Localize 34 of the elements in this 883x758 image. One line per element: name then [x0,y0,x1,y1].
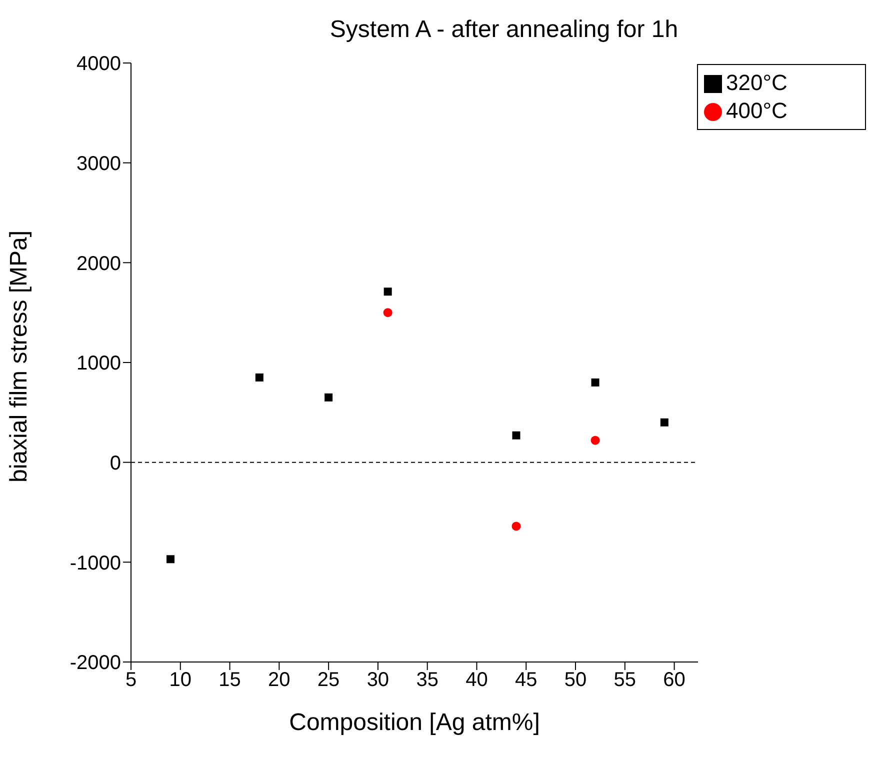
point [255,373,264,382]
x-tick-label: 15 [218,669,241,692]
x-tick-label: 55 [614,669,636,692]
y-tick-label: 1000 [76,352,121,375]
legend-label: 400°C [726,98,788,123]
x-tick-label: 30 [366,669,390,692]
x-tick-label: 10 [169,669,192,692]
x-tick-label: 45 [514,669,538,692]
legend-label: 320°C [726,70,788,95]
point [384,288,392,296]
point [166,555,175,564]
y-tick-label: 4000 [76,53,121,76]
x-tick-label: 60 [663,669,686,692]
x-tick-label: 25 [317,669,340,692]
x-tick-label: 35 [416,669,438,692]
point [324,393,333,402]
y-tick-label: -1000 [70,552,121,574]
y-tick-label: -2000 [70,652,121,674]
x-tick-label: 5 [125,669,137,692]
x-tick-label: 50 [564,669,587,692]
y-tick-label: 0 [110,452,121,474]
x-tick-label: 40 [466,669,488,692]
x-axis-title: Composition [Ag atm%] [289,709,540,736]
point [512,431,520,440]
x-tick-label: 20 [268,669,290,692]
point [512,522,521,531]
point [660,418,668,426]
point [590,436,600,445]
y-tick-label: 3000 [76,152,121,175]
y-axis-title: biaxial film stress [MPa] [6,230,33,482]
y-tick-label: 2000 [76,252,121,275]
chart-title: System A - after annealing for 1h [328,16,680,44]
point [383,308,392,318]
point [591,378,600,386]
